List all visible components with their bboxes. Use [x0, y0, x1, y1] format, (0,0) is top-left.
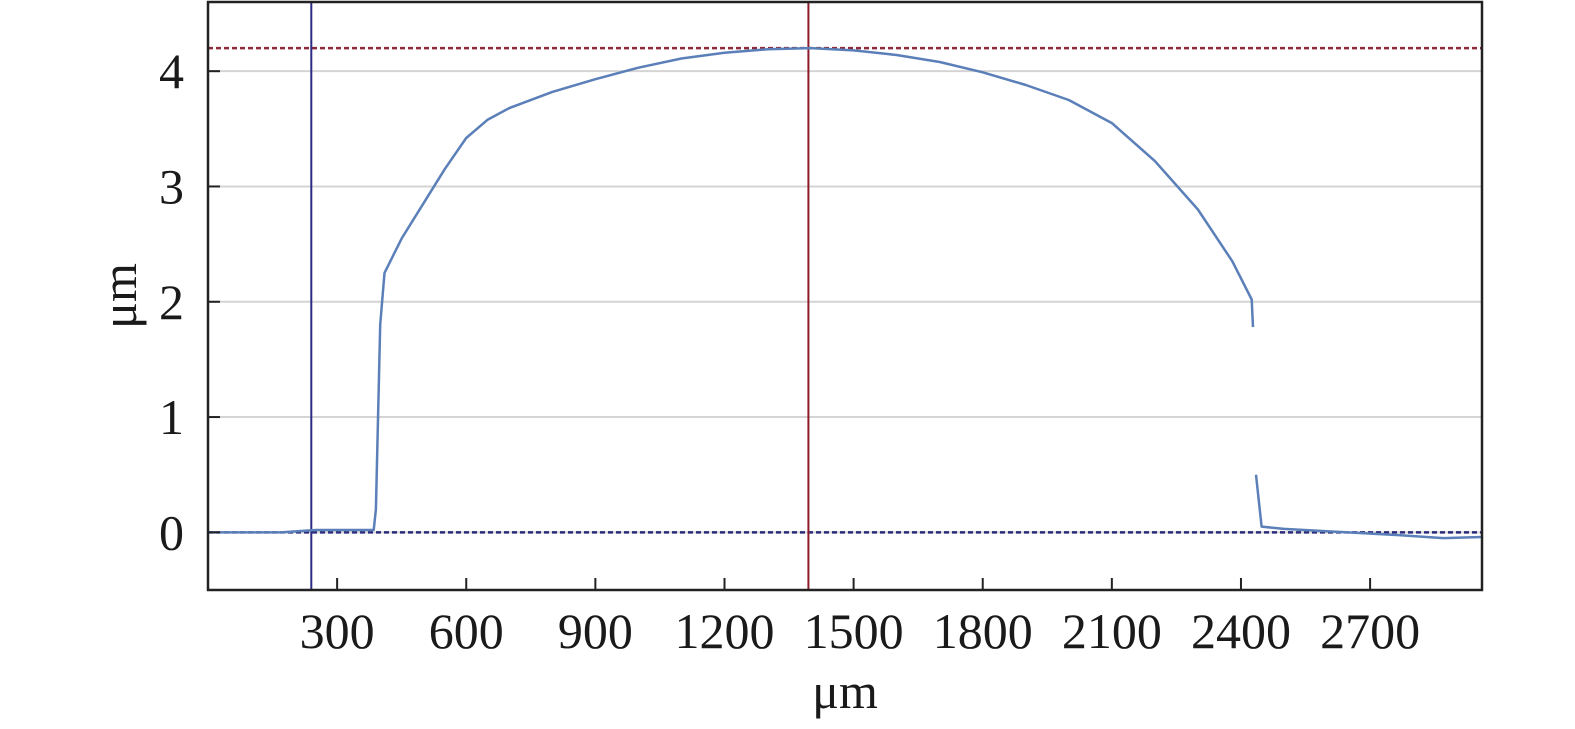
- x-ticks-layer: 300 600 900 1200 1500 1800 2100 2400 2700: [300, 578, 1420, 659]
- x-tick-label-2400: 2400: [1191, 603, 1291, 659]
- x-tick-label-900: 900: [558, 603, 633, 659]
- series-line-segment-1: [208, 46, 1255, 534]
- x-tick-label-1500: 1500: [804, 603, 904, 659]
- y-tick-label-4: 4: [159, 43, 184, 99]
- y-tick-label-2: 2: [159, 274, 184, 330]
- y-ticks-layer: 0 1 2 3 4: [159, 43, 220, 560]
- y-axis-label: μm: [91, 263, 147, 329]
- x-tick-label-1800: 1800: [933, 603, 1033, 659]
- x-tick-label-2700: 2700: [1320, 603, 1420, 659]
- x-tick-label-300: 300: [300, 603, 375, 659]
- series-layer: [208, 46, 1483, 540]
- x-axis-label: μm: [812, 663, 878, 719]
- plot-frame: [206, 0, 1484, 592]
- series-line-segment-2: [1254, 474, 1483, 540]
- y-tick-label-3: 3: [159, 158, 184, 214]
- y-tick-label-1: 1: [159, 389, 184, 445]
- reference-layer: [208, 2, 1482, 590]
- x-tick-label-1200: 1200: [674, 603, 774, 659]
- y-tick-label-0: 0: [159, 504, 184, 560]
- x-tick-label-2100: 2100: [1062, 603, 1162, 659]
- grid-layer: [208, 70, 1482, 534]
- x-tick-label-600: 600: [429, 603, 504, 659]
